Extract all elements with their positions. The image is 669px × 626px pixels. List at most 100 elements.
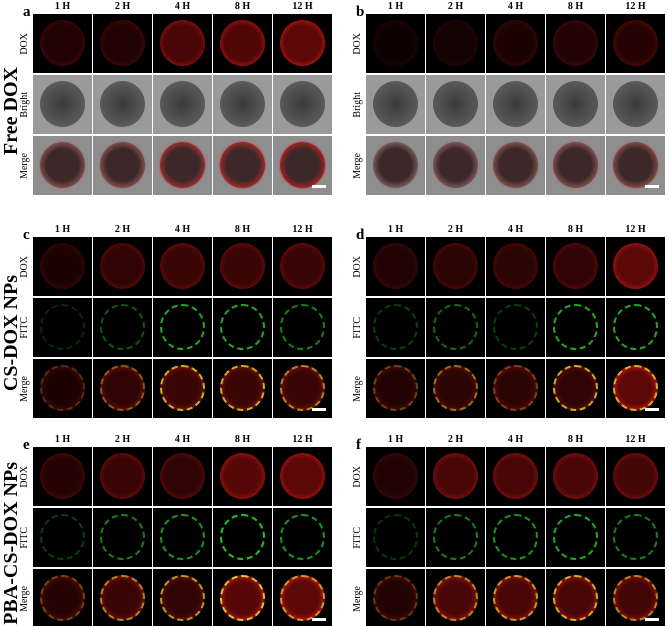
spheroid [493,20,538,66]
image-cell [213,14,272,73]
spheroid [160,575,205,621]
spheroid [280,365,325,411]
spheroid [220,453,265,499]
image-cell [213,359,272,418]
panel-letter: a [23,4,31,20]
spheroid [553,243,598,289]
image-cell [33,75,92,134]
spheroid [613,453,658,499]
image-cell [33,298,92,357]
spheroid [100,575,145,621]
spheroid [160,20,205,66]
spheroid [433,142,478,188]
image-cell [33,136,92,195]
panel-letter: c [23,227,30,243]
image-cell [33,237,92,296]
row-label: Merge [18,136,31,195]
row-label: DOX [351,237,364,296]
panel-letter: d [356,227,365,243]
spheroid [493,304,538,350]
image-cell [606,75,665,134]
spheroid [100,81,145,127]
column-header: 1 H [54,224,71,235]
spheroid [613,514,658,560]
image-cell [546,14,605,73]
row-label: FITC [18,508,31,567]
image-cell [153,237,212,296]
spheroid [100,142,145,188]
row-label: DOX [351,447,364,506]
column-header: 8 H [567,224,584,235]
row-label: Merge [351,359,364,418]
row-label-text: Merge [351,585,363,612]
image-cell [426,298,485,357]
row-label: Merge [351,136,364,195]
column-header: 4 H [174,224,191,235]
image-cell [426,136,485,195]
image-cell [426,447,485,506]
spheroid [220,142,265,188]
row-label-text: Bright [18,91,30,118]
image-cell [273,359,332,418]
panel-d: d 1 H 2 H 4 H 8 H 12 H DOX FITC Merge [352,224,666,418]
column-header: 12 H [292,434,313,445]
row-label-text: Bright [351,91,363,118]
spheroid [493,575,538,621]
image-cell [213,75,272,134]
spheroid [373,514,418,560]
image-cell [213,447,272,506]
image-cell [486,359,545,418]
image-cell [93,298,152,357]
row-label: DOX [351,14,364,73]
spheroid [553,20,598,66]
column-header: 4 H [507,224,524,235]
row-label: Merge [18,359,31,418]
panel-letter: f [356,437,361,453]
image-cell [486,14,545,73]
image-cell [93,75,152,134]
spheroid [100,514,145,560]
row-label: DOX [18,447,31,506]
row-label-text: FITC [351,316,363,339]
image-cell [153,75,212,134]
spheroid [553,142,598,188]
spheroid [493,453,538,499]
spheroid [613,575,658,621]
spheroid [220,243,265,289]
spheroid [553,575,598,621]
image-cell [213,569,272,626]
image-cell [546,359,605,418]
image-cell [546,447,605,506]
spheroid [40,575,85,621]
spheroid [373,81,418,127]
column-header: 1 H [54,1,71,12]
image-cell [33,569,92,626]
image-cell [366,508,425,567]
spheroid [613,243,658,289]
column-header: 2 H [114,1,131,12]
column-header: 12 H [625,1,646,12]
image-cell [426,508,485,567]
image-cell [486,569,545,626]
spheroid [433,453,478,499]
image-cell [213,508,272,567]
image-cell [546,569,605,626]
column-header: 1 H [387,1,404,12]
column-header: 12 H [625,224,646,235]
panel-f: f 1 H 2 H 4 H 8 H 12 H DOX FITC Merge [352,434,666,626]
image-cell [93,136,152,195]
image-cell [606,298,665,357]
image-cell [153,569,212,626]
column-header: 8 H [234,224,251,235]
image-cell [93,569,152,626]
row-label-text: DOX [351,255,363,278]
row-label: FITC [18,298,31,357]
image-cell [486,447,545,506]
image-cell [606,237,665,296]
image-cell [153,359,212,418]
spheroid [40,365,85,411]
spheroid [100,453,145,499]
scale-bar [312,618,326,621]
column-header: 4 H [507,1,524,12]
